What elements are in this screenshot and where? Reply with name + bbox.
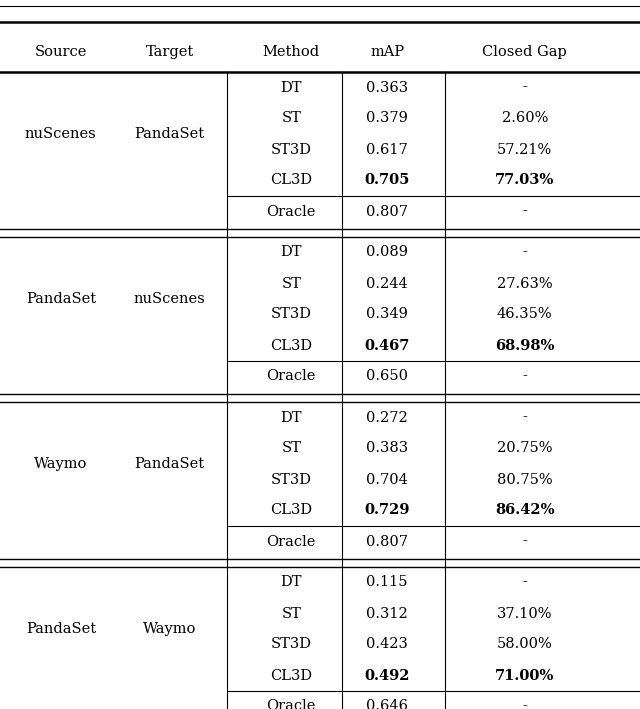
- Text: 46.35%: 46.35%: [497, 308, 552, 321]
- Text: Target: Target: [145, 45, 194, 59]
- Text: 0.349: 0.349: [366, 308, 408, 321]
- Text: 27.63%: 27.63%: [497, 277, 552, 291]
- Text: DT: DT: [280, 576, 302, 589]
- Text: PandaSet: PandaSet: [26, 292, 96, 306]
- Text: 0.492: 0.492: [364, 669, 410, 683]
- Text: -: -: [522, 369, 527, 384]
- Text: Closed Gap: Closed Gap: [483, 45, 567, 59]
- Text: 0.617: 0.617: [366, 143, 408, 157]
- Text: PandaSet: PandaSet: [134, 127, 205, 141]
- Text: ST: ST: [281, 277, 301, 291]
- Text: 0.115: 0.115: [367, 576, 408, 589]
- Text: DT: DT: [280, 411, 302, 425]
- Text: -: -: [522, 204, 527, 218]
- Text: nuScenes: nuScenes: [134, 292, 205, 306]
- Text: -: -: [522, 81, 527, 94]
- Text: 77.03%: 77.03%: [495, 174, 554, 187]
- Text: Oracle: Oracle: [266, 700, 316, 709]
- Text: Source: Source: [35, 45, 87, 59]
- Text: 0.379: 0.379: [366, 111, 408, 125]
- Text: CL3D: CL3D: [270, 174, 312, 187]
- Text: 20.75%: 20.75%: [497, 442, 552, 455]
- Text: Oracle: Oracle: [266, 535, 316, 549]
- Text: 0.705: 0.705: [365, 174, 410, 187]
- Text: 0.646: 0.646: [366, 700, 408, 709]
- Text: -: -: [522, 576, 527, 589]
- Text: 71.00%: 71.00%: [495, 669, 554, 683]
- Text: 0.089: 0.089: [366, 245, 408, 259]
- Text: 80.75%: 80.75%: [497, 472, 552, 486]
- Text: -: -: [522, 535, 527, 549]
- Text: 68.98%: 68.98%: [495, 338, 554, 352]
- Text: DT: DT: [280, 245, 302, 259]
- Text: ST3D: ST3D: [271, 308, 312, 321]
- Text: PandaSet: PandaSet: [134, 457, 205, 471]
- Text: ST3D: ST3D: [271, 637, 312, 652]
- Text: mAP: mAP: [370, 45, 404, 59]
- Text: 58.00%: 58.00%: [497, 637, 553, 652]
- Text: 0.244: 0.244: [366, 277, 408, 291]
- Text: CL3D: CL3D: [270, 338, 312, 352]
- Text: 0.423: 0.423: [366, 637, 408, 652]
- Text: Method: Method: [262, 45, 320, 59]
- Text: -: -: [522, 245, 527, 259]
- Text: 0.704: 0.704: [366, 472, 408, 486]
- Text: nuScenes: nuScenes: [25, 127, 97, 141]
- Text: 0.729: 0.729: [364, 503, 410, 518]
- Text: DT: DT: [280, 81, 302, 94]
- Text: Oracle: Oracle: [266, 204, 316, 218]
- Text: ST: ST: [281, 442, 301, 455]
- Text: 2.60%: 2.60%: [502, 111, 548, 125]
- Text: 0.383: 0.383: [366, 442, 408, 455]
- Text: CL3D: CL3D: [270, 669, 312, 683]
- Text: 57.21%: 57.21%: [497, 143, 552, 157]
- Text: -: -: [522, 700, 527, 709]
- Text: 0.312: 0.312: [366, 606, 408, 620]
- Text: -: -: [522, 411, 527, 425]
- Text: PandaSet: PandaSet: [26, 622, 96, 636]
- Text: ST3D: ST3D: [271, 143, 312, 157]
- Text: 0.807: 0.807: [366, 204, 408, 218]
- Text: ST: ST: [281, 606, 301, 620]
- Text: 0.807: 0.807: [366, 535, 408, 549]
- Text: 86.42%: 86.42%: [495, 503, 555, 518]
- Text: ST: ST: [281, 111, 301, 125]
- Text: 0.467: 0.467: [365, 338, 410, 352]
- Text: CL3D: CL3D: [270, 503, 312, 518]
- Text: Oracle: Oracle: [266, 369, 316, 384]
- Text: 0.363: 0.363: [366, 81, 408, 94]
- Text: Waymo: Waymo: [34, 457, 88, 471]
- Text: 37.10%: 37.10%: [497, 606, 552, 620]
- Text: Waymo: Waymo: [143, 622, 196, 636]
- Text: ST3D: ST3D: [271, 472, 312, 486]
- Text: 0.650: 0.650: [366, 369, 408, 384]
- Text: 0.272: 0.272: [366, 411, 408, 425]
